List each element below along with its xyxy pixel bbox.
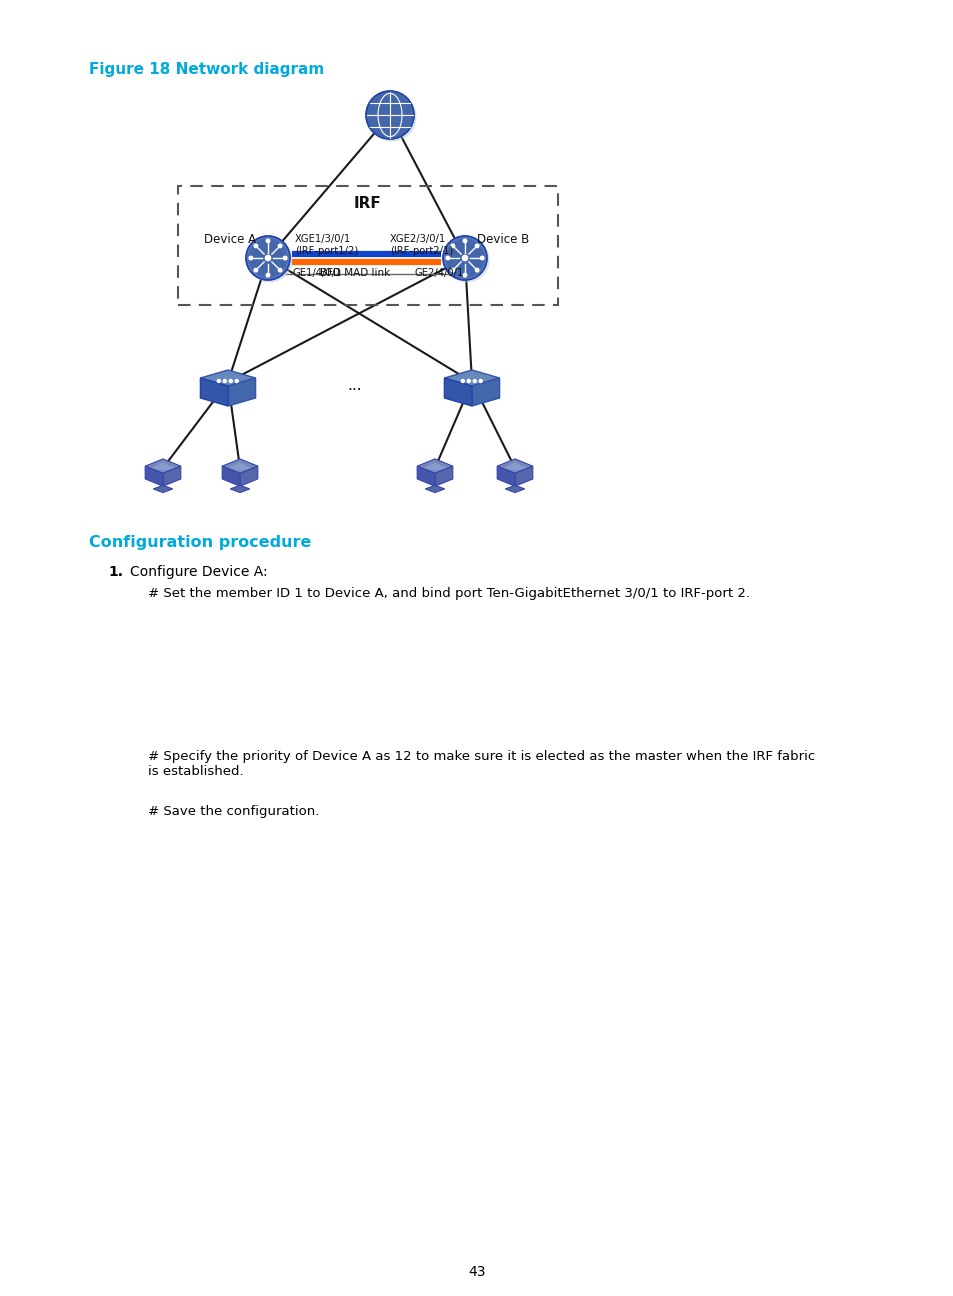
Circle shape bbox=[446, 257, 449, 259]
Polygon shape bbox=[472, 378, 499, 406]
Polygon shape bbox=[416, 459, 453, 473]
Circle shape bbox=[223, 380, 226, 382]
Circle shape bbox=[475, 244, 478, 248]
Circle shape bbox=[253, 268, 257, 272]
Circle shape bbox=[475, 268, 478, 272]
Circle shape bbox=[265, 255, 271, 260]
Circle shape bbox=[229, 380, 232, 382]
Polygon shape bbox=[515, 467, 533, 486]
Polygon shape bbox=[163, 467, 181, 486]
Circle shape bbox=[446, 240, 483, 277]
Text: (IRF-port2/1): (IRF-port2/1) bbox=[390, 246, 453, 257]
Polygon shape bbox=[423, 463, 446, 470]
Circle shape bbox=[249, 257, 253, 259]
Polygon shape bbox=[145, 467, 163, 486]
Polygon shape bbox=[200, 378, 228, 406]
Polygon shape bbox=[222, 459, 257, 473]
Circle shape bbox=[367, 92, 413, 137]
Circle shape bbox=[266, 238, 270, 242]
Text: XGE1/3/0/1: XGE1/3/0/1 bbox=[294, 235, 351, 244]
Circle shape bbox=[451, 244, 455, 248]
Circle shape bbox=[253, 244, 257, 248]
Text: Figure 18 Network diagram: Figure 18 Network diagram bbox=[89, 62, 324, 76]
Circle shape bbox=[462, 255, 467, 260]
Circle shape bbox=[463, 238, 466, 242]
Text: ...: ... bbox=[347, 377, 362, 393]
Text: BFD MAD link: BFD MAD link bbox=[319, 268, 390, 279]
Circle shape bbox=[217, 380, 220, 382]
Circle shape bbox=[366, 92, 413, 139]
Circle shape bbox=[266, 273, 270, 277]
Polygon shape bbox=[497, 459, 533, 473]
Polygon shape bbox=[229, 463, 251, 470]
Polygon shape bbox=[497, 467, 515, 486]
Circle shape bbox=[467, 380, 470, 382]
Circle shape bbox=[473, 380, 476, 382]
Text: 1.: 1. bbox=[108, 565, 123, 579]
Polygon shape bbox=[444, 369, 499, 386]
Text: Configuration procedure: Configuration procedure bbox=[89, 535, 311, 550]
Polygon shape bbox=[503, 463, 526, 470]
Circle shape bbox=[248, 238, 292, 283]
Polygon shape bbox=[222, 467, 240, 486]
Text: (IRF-port1/2): (IRF-port1/2) bbox=[294, 246, 358, 257]
Polygon shape bbox=[145, 459, 181, 473]
Polygon shape bbox=[230, 485, 250, 492]
Text: IRF: IRF bbox=[354, 196, 381, 211]
Polygon shape bbox=[435, 467, 453, 486]
Polygon shape bbox=[505, 485, 524, 492]
Circle shape bbox=[480, 257, 483, 259]
Text: # Set the member ID 1 to Device A, and bind port Ten-GigabitEthernet 3/0/1 to IR: # Set the member ID 1 to Device A, and b… bbox=[148, 587, 749, 600]
Text: GE2/4/0/1: GE2/4/0/1 bbox=[415, 268, 464, 279]
Circle shape bbox=[283, 257, 287, 259]
Text: Device B: Device B bbox=[476, 233, 529, 246]
Text: Device A: Device A bbox=[204, 233, 255, 246]
Circle shape bbox=[249, 240, 287, 277]
Circle shape bbox=[235, 380, 238, 382]
Polygon shape bbox=[152, 463, 174, 470]
Text: XGE2/3/0/1: XGE2/3/0/1 bbox=[390, 235, 446, 244]
Circle shape bbox=[451, 268, 455, 272]
Polygon shape bbox=[153, 485, 172, 492]
Circle shape bbox=[461, 380, 464, 382]
Polygon shape bbox=[240, 467, 257, 486]
Circle shape bbox=[366, 91, 414, 139]
Circle shape bbox=[478, 380, 481, 382]
Text: # Specify the priority of Device A as 12 to make sure it is elected as the maste: # Specify the priority of Device A as 12… bbox=[148, 750, 815, 778]
Polygon shape bbox=[416, 467, 435, 486]
Circle shape bbox=[278, 244, 281, 248]
Polygon shape bbox=[444, 378, 472, 406]
Polygon shape bbox=[200, 369, 255, 386]
Polygon shape bbox=[228, 378, 255, 406]
Circle shape bbox=[278, 268, 281, 272]
Text: GE1/4/0/1: GE1/4/0/1 bbox=[293, 268, 342, 279]
Circle shape bbox=[368, 93, 416, 141]
Circle shape bbox=[246, 236, 290, 280]
Bar bbox=[178, 187, 558, 305]
Polygon shape bbox=[425, 485, 444, 492]
Text: # Save the configuration.: # Save the configuration. bbox=[148, 805, 319, 818]
Text: Configure Device A:: Configure Device A: bbox=[130, 565, 268, 579]
Text: 43: 43 bbox=[468, 1265, 485, 1279]
Circle shape bbox=[444, 238, 489, 283]
Circle shape bbox=[442, 236, 486, 280]
Circle shape bbox=[463, 273, 466, 277]
